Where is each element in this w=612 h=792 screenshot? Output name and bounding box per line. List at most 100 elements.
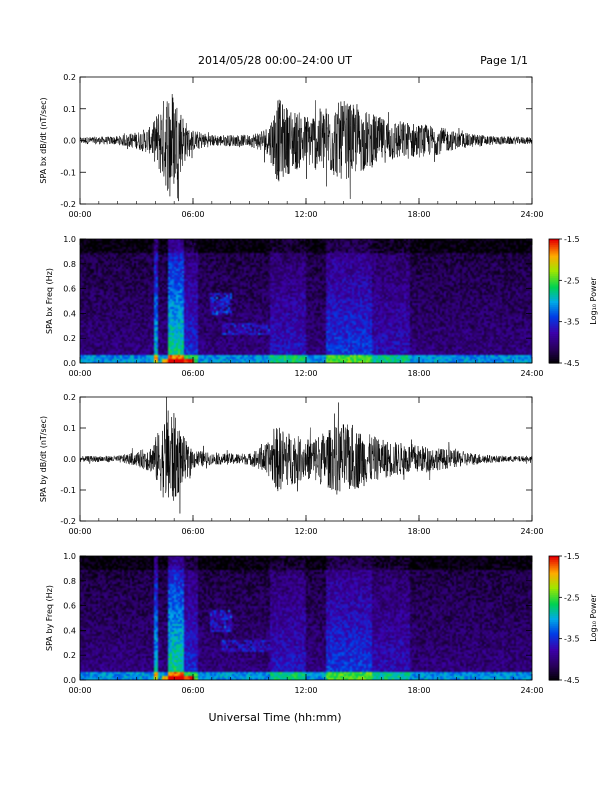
y-tick-label: 0.0 xyxy=(63,455,76,464)
colorbar: -1.5 -2.5 -3.5 -4.5 xyxy=(548,552,580,685)
colorbar-segment xyxy=(549,272,559,275)
colorbar-segment xyxy=(549,261,559,265)
colorbar-segment xyxy=(549,626,559,629)
colorbar-segment xyxy=(549,667,559,671)
colorbar-segment xyxy=(549,587,559,590)
series-line xyxy=(79,396,533,514)
colorbar-segment xyxy=(549,292,559,296)
colorbar-segment xyxy=(549,595,559,598)
x-axis-label: Universal Time (hh:mm) xyxy=(209,711,342,724)
colorbar-segment xyxy=(549,352,559,356)
colorbar-segment xyxy=(549,601,559,605)
colorbar-tick-label: -1.5 xyxy=(564,552,580,561)
colorbar-segment xyxy=(549,313,559,317)
colorbar-segment xyxy=(549,327,559,331)
y-tick-label: -0.1 xyxy=(60,168,76,177)
colorbar-segment xyxy=(549,611,559,615)
colorbar-segment xyxy=(549,620,559,623)
colorbar-segment xyxy=(549,657,559,660)
colorbar-segment xyxy=(549,628,559,631)
colorbar-segment xyxy=(549,323,559,327)
colorbar-segment xyxy=(549,630,559,634)
colorbar-segment xyxy=(549,659,559,662)
colorbar-tick-label: -3.5 xyxy=(564,318,580,327)
x-tick-label: 24:00 xyxy=(520,686,543,695)
colorbar-segment xyxy=(549,673,559,677)
y-tick-label: -0.2 xyxy=(60,517,76,526)
x-tick-label: 00:00 xyxy=(68,210,91,219)
colorbar-segment xyxy=(549,578,559,582)
y-tick-label: 0.2 xyxy=(63,393,76,402)
colorbar-segment xyxy=(549,249,559,252)
colorbar-tick-label: -3.5 xyxy=(564,635,580,644)
colorbar-segment xyxy=(549,344,559,348)
colorbar-segment xyxy=(549,257,559,261)
colorbar-segment xyxy=(549,609,559,613)
y-axis-label: SPA by Freq (Hz) xyxy=(45,585,54,651)
y-tick-label: 0.8 xyxy=(63,577,76,586)
x-tick-label: 12:00 xyxy=(294,527,317,536)
colorbar-segment xyxy=(549,593,559,596)
colorbar-segment xyxy=(549,253,559,257)
y-tick-label: -0.1 xyxy=(60,486,76,495)
colorbar-segment xyxy=(549,589,559,592)
colorbar-segment xyxy=(549,634,559,638)
colorbar-tick-label: -1.5 xyxy=(564,235,580,244)
colorbar-segment xyxy=(549,315,559,319)
colorbar-segment xyxy=(549,607,559,611)
colorbar-segment xyxy=(549,305,559,308)
colorbar-segment xyxy=(549,665,559,669)
colorbar-segment xyxy=(549,580,559,584)
x-tick-label: 06:00 xyxy=(181,369,204,378)
header-title: 2014/05/28 00:00–24:00 UT xyxy=(198,54,352,67)
y-tick-label: 0.4 xyxy=(63,626,76,635)
spectrogram-raster xyxy=(80,239,532,363)
colorbar-segment xyxy=(549,280,559,283)
colorbar-segment xyxy=(549,336,559,339)
spectrogram-raster xyxy=(80,556,532,680)
colorbar-segment xyxy=(549,675,559,679)
colorbar-segment xyxy=(549,290,559,294)
colorbar-segment xyxy=(549,636,559,640)
y-tick-label: 1.0 xyxy=(63,235,76,244)
colorbar: -1.5 -2.5 -3.5 -4.5 xyxy=(548,235,580,368)
colorbar-segment xyxy=(549,564,559,567)
colorbar-segment xyxy=(549,259,559,263)
colorbar-segment xyxy=(549,632,559,636)
colorbar-tick-label: -2.5 xyxy=(564,593,580,602)
colorbar-segment xyxy=(549,556,559,559)
colorbar-segment xyxy=(549,661,559,665)
colorbar-frame xyxy=(548,555,560,681)
colorbar-segment xyxy=(549,360,559,364)
colorbar-segment xyxy=(549,358,559,362)
x-tick-label: 00:00 xyxy=(68,527,91,536)
colorbar-frame xyxy=(548,238,560,364)
colorbar-segment xyxy=(549,321,559,325)
colorbar-segment xyxy=(549,241,559,244)
colorbar-segment xyxy=(549,334,559,337)
colorbar-segment xyxy=(549,576,559,580)
colorbar-segment xyxy=(549,663,559,667)
colorbar-segment xyxy=(549,243,559,246)
colorbar-segment xyxy=(549,605,559,609)
spectrogram-image xyxy=(80,556,532,680)
panel-bx-spectrogram: 1.0 0.8 0.6 0.4 0.2 0.000:00 06:00 12:00 18:00 24… xyxy=(45,235,598,378)
colorbar-segment xyxy=(549,340,559,343)
colorbar-segment xyxy=(549,251,559,255)
colorbar-segment xyxy=(549,651,559,654)
colorbar-segment xyxy=(549,570,559,574)
x-tick-label: 12:00 xyxy=(294,686,317,695)
colorbar-segment xyxy=(549,574,559,578)
y-tick-label: 0.2 xyxy=(63,73,76,82)
y-tick-label: 0.0 xyxy=(63,359,76,368)
colorbar-segment xyxy=(549,653,559,656)
colorbar-segment xyxy=(549,286,559,290)
y-tick-label: 0.6 xyxy=(63,285,76,294)
colorbar-label: Log₁₀ Power xyxy=(589,277,598,325)
colorbar-segment xyxy=(549,638,559,642)
colorbar-segment xyxy=(549,298,559,302)
y-axis-label: SPA by dB/dt (nT/sec) xyxy=(39,416,48,502)
y-tick-label: 0.8 xyxy=(63,260,76,269)
colorbar-segment xyxy=(549,288,559,292)
colorbar-segment xyxy=(549,591,559,594)
